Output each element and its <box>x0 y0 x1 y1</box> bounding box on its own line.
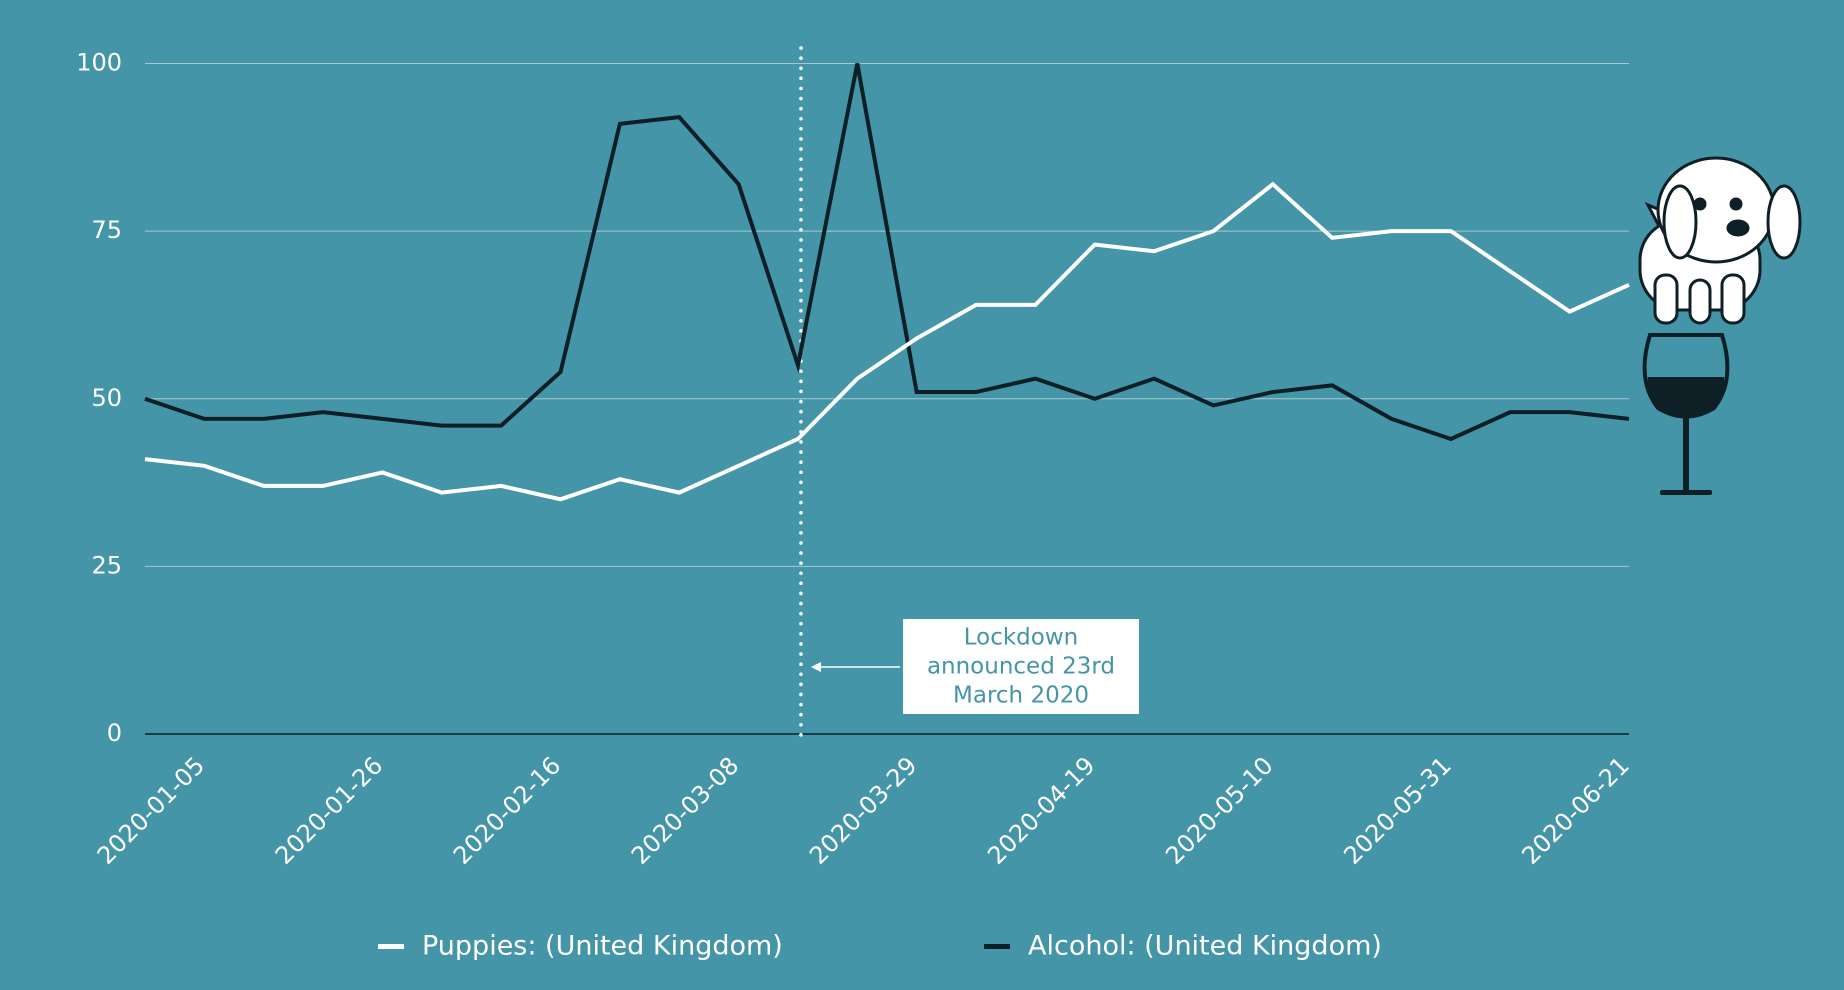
legend-swatch <box>984 944 1010 949</box>
annotation-text: March 2020 <box>953 683 1089 709</box>
annotation-box <box>903 619 1139 714</box>
legend-swatch <box>378 944 404 949</box>
y-tick-label: 100 <box>76 49 122 77</box>
line-series <box>144 181 1630 502</box>
y-tick-label: 0 <box>107 719 122 747</box>
annotation-text: Lockdown <box>964 625 1079 651</box>
wine-glass-icon <box>1642 333 1730 495</box>
legend-label: Puppies: (United Kingdom) <box>422 931 783 962</box>
legend-label: Alcohol: (United Kingdom) <box>1028 931 1382 962</box>
line-series <box>144 63 1630 442</box>
y-tick-label: 25 <box>91 551 122 579</box>
y-tick-label: 50 <box>91 384 122 412</box>
y-tick-label: 75 <box>91 216 122 244</box>
annotation-arrowhead <box>810 662 821 672</box>
annotation-text: announced 23rd <box>927 654 1115 680</box>
puppy-icon <box>1638 156 1802 325</box>
